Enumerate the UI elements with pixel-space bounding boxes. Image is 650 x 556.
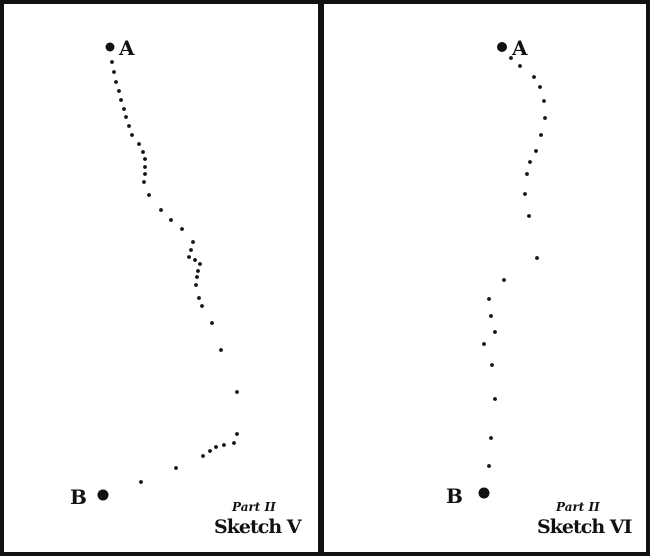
path-dot xyxy=(130,133,134,137)
panel-sketch-vi: A B Part II Sketch VI xyxy=(446,36,633,538)
path-dot xyxy=(174,466,178,470)
part-label: Part II xyxy=(231,500,276,514)
panel-divider xyxy=(318,2,324,554)
path-dot xyxy=(142,180,146,184)
point-b-marker xyxy=(478,487,490,499)
path-dot xyxy=(180,227,184,231)
path-dot xyxy=(137,142,141,146)
path-dot xyxy=(187,255,191,259)
path-dot xyxy=(110,60,114,64)
path-dot xyxy=(147,193,151,197)
path-dot xyxy=(208,449,212,453)
path-dot xyxy=(490,363,494,367)
path-dot xyxy=(200,304,204,308)
path-dot xyxy=(139,480,143,484)
path-dot xyxy=(489,436,493,440)
path-dot xyxy=(235,390,239,394)
path-dot xyxy=(143,172,147,176)
path-dot xyxy=(232,441,236,445)
path-dot xyxy=(124,115,128,119)
path-dot xyxy=(201,454,205,458)
path-dot xyxy=(493,397,497,401)
path-dot xyxy=(534,149,538,153)
path-dot xyxy=(195,275,199,279)
path-dot xyxy=(493,330,497,334)
point-b-marker xyxy=(97,489,109,501)
path-dot xyxy=(194,283,198,287)
path-dot xyxy=(193,258,197,262)
path-dot xyxy=(509,56,513,60)
point-a-label: A xyxy=(511,36,528,60)
path-dot xyxy=(527,214,531,218)
path-dot xyxy=(214,445,218,449)
path-dot xyxy=(119,98,123,102)
point-a-marker xyxy=(497,42,507,52)
sketch-title: Sketch VI xyxy=(537,516,632,538)
path-dot xyxy=(127,124,131,128)
point-a-marker xyxy=(105,42,115,52)
path-dot xyxy=(525,172,529,176)
path-dot xyxy=(112,70,116,74)
path-dot xyxy=(114,80,118,84)
path-dot xyxy=(532,75,536,79)
path-dot xyxy=(482,342,486,346)
path-dot xyxy=(489,314,493,318)
sketch-title: Sketch V xyxy=(214,516,303,538)
point-b-label: B xyxy=(446,484,463,508)
path-dot xyxy=(197,296,201,300)
path-dot xyxy=(538,85,542,89)
dotted-path xyxy=(482,56,547,468)
path-dot xyxy=(219,348,223,352)
path-dot xyxy=(543,116,547,120)
path-dot xyxy=(169,218,173,222)
path-dot xyxy=(523,192,527,196)
path-dot xyxy=(141,150,145,154)
path-dot xyxy=(487,464,491,468)
dotted-path xyxy=(110,60,239,484)
path-dot xyxy=(191,240,195,244)
path-dot xyxy=(198,262,202,266)
path-dot xyxy=(143,165,147,169)
path-dot xyxy=(210,321,214,325)
panel-sketch-v: A B Part II Sketch V xyxy=(70,36,304,538)
path-dot xyxy=(518,64,522,68)
path-dot xyxy=(502,278,506,282)
path-dot xyxy=(535,256,539,260)
path-dot xyxy=(159,208,163,212)
path-dot xyxy=(117,89,121,93)
point-a-label: A xyxy=(118,36,135,60)
path-dot xyxy=(528,160,532,164)
path-dot xyxy=(539,133,543,137)
path-dot xyxy=(487,297,491,301)
path-dot xyxy=(235,432,239,436)
path-dot xyxy=(222,443,226,447)
path-dot xyxy=(542,99,546,103)
part-label: Part II xyxy=(555,500,600,514)
path-dot xyxy=(143,157,147,161)
path-dot xyxy=(196,269,200,273)
path-dot xyxy=(122,107,126,111)
path-dot xyxy=(189,248,193,252)
point-b-label: B xyxy=(70,485,87,509)
